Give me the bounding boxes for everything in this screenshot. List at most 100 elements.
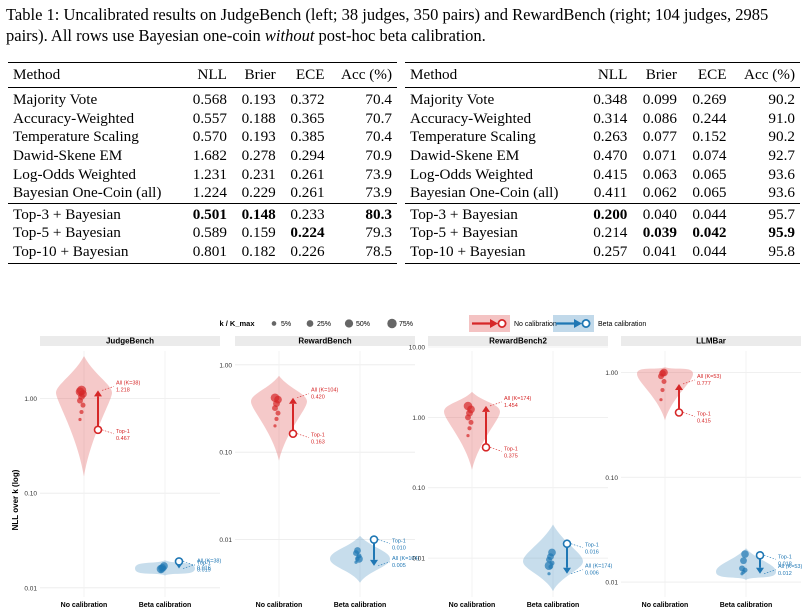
panel-title: LLMBar — [696, 337, 726, 346]
judge-point — [355, 555, 363, 563]
value-cell: 0.233 — [280, 202, 330, 225]
caption-emphasis: without — [264, 26, 315, 45]
table-row: Temperature Scaling 0.570 0.193 0.385 70.4 — [8, 128, 397, 147]
label-leader — [182, 561, 196, 566]
value-cell: 0.099 — [642, 91, 677, 109]
all-value: 0.016 — [197, 566, 211, 572]
value-cell: 0.589 — [192, 224, 227, 242]
top1-value: 0.467 — [116, 436, 130, 442]
beta-calibration-arrow-head — [370, 559, 378, 566]
method-cell: Top-5 + Bayesian — [410, 224, 518, 242]
panel-llmbar: LLMBar 1.00 0.10 0.01 No calibration Beta cal… — [605, 336, 802, 609]
value-cell: 90.2 — [768, 91, 795, 109]
top1-label: Top-1 — [697, 411, 711, 417]
judge-point — [80, 402, 86, 408]
value-cell: 0.231 — [241, 165, 276, 183]
value-cell: 95.8 — [731, 242, 800, 265]
value-cell: 0.557 — [192, 109, 227, 127]
method-cell: Top-10 + Bayesian — [405, 242, 583, 265]
column-header: ECE — [295, 66, 325, 83]
label-leader — [570, 569, 584, 574]
table-row: Dawid-Skene EM 1.682 0.278 0.294 70.9 — [8, 147, 397, 166]
column-header: ECE — [697, 66, 727, 83]
value-cell: 0.188 — [241, 109, 276, 127]
table-row: Accuracy-Weighted 0.557 0.188 0.365 70.7 — [8, 110, 397, 129]
all-value: 1.454 — [504, 403, 518, 409]
table-row: Majority Vote 0.348 0.099 0.269 90.2 — [405, 88, 800, 110]
table-row: Log-Odds Weighted 0.415 0.063 0.065 93.6 — [405, 165, 800, 184]
value-cell: 0.200 — [582, 202, 633, 225]
top1-value: 0.375 — [504, 453, 518, 459]
x-tick-label: Beta calibration — [139, 602, 192, 609]
label-leader — [101, 386, 115, 391]
x-tick-label: No calibration — [256, 602, 303, 609]
value-cell: 0.193 — [241, 91, 276, 109]
value-cell: 0.040 — [632, 202, 682, 225]
table-header-row: Method NLL Brier ECE Acc (%) — [8, 62, 397, 88]
y-tick-label: 0.01 — [219, 537, 232, 544]
violin-shape — [444, 391, 500, 470]
value-cell: 0.257 — [582, 242, 633, 265]
judge-point — [78, 417, 82, 422]
column-header: NLL — [197, 66, 227, 83]
all-value: 0.006 — [585, 571, 599, 577]
beta-calibration-top1-marker — [755, 550, 765, 560]
beta-calibration-top1-marker — [562, 539, 572, 549]
method-cell: Top-3 + Bayesian — [405, 202, 583, 225]
legend-size-dot — [271, 321, 277, 326]
x-tick-label: No calibration — [449, 602, 496, 609]
judge-point — [274, 416, 279, 422]
panel-title: RewardBench — [298, 337, 351, 346]
no-calibration-arrow-head — [94, 390, 102, 397]
top1-label: Top-1 — [197, 560, 211, 566]
value-cell: 0.801 — [183, 242, 232, 265]
value-cell: 73.9 — [365, 184, 392, 202]
value-cell: 0.244 — [692, 109, 727, 127]
value-cell: 92.7 — [768, 147, 795, 165]
label-leader — [763, 555, 777, 560]
column-header: Acc (%) — [743, 66, 795, 83]
value-cell: 0.063 — [642, 165, 677, 183]
panel-rewardbench: RewardBench 1.00 0.10 0.01 No calibration Bet… — [219, 336, 420, 609]
y-tick-label: 0.01 — [605, 580, 618, 587]
y-tick-label: 10.00 — [409, 345, 426, 352]
judge-point — [156, 564, 166, 574]
value-cell: 70.9 — [365, 147, 392, 165]
value-cell: 0.148 — [231, 202, 281, 225]
y-tick-label: 0.10 — [219, 450, 232, 457]
column-header: NLL — [597, 66, 628, 83]
judge-point — [275, 410, 281, 416]
judge-point — [659, 398, 663, 402]
column-header: Method — [13, 66, 61, 83]
no-calibration-arrow-head — [675, 383, 683, 390]
x-tick-label: No calibration — [61, 602, 108, 609]
legend-key-circle — [497, 318, 507, 328]
method-cell: Bayesian One-Coin (all) — [410, 184, 559, 202]
legend-size-label: 5% — [281, 321, 291, 328]
legend-size-label: 25% — [317, 321, 331, 328]
value-cell: 78.5 — [329, 242, 397, 265]
y-tick-label: 1.00 — [605, 370, 618, 377]
value-cell: 0.214 — [593, 224, 628, 242]
value-cell: 0.077 — [642, 128, 677, 146]
value-cell: 0.501 — [183, 202, 232, 225]
label-leader — [489, 447, 503, 452]
table-row: Top-5 + Bayesian 0.589 0.159 0.224 79.3 — [8, 224, 397, 243]
judge-point — [548, 548, 556, 557]
all-label: All (K=53) — [778, 564, 802, 570]
method-cell: Dawid-Skene EM — [410, 147, 520, 165]
x-tick-label: Beta calibration — [720, 602, 773, 609]
value-cell: 1.224 — [192, 184, 227, 202]
column-header: Brier — [645, 66, 677, 83]
value-cell: 0.074 — [692, 147, 727, 165]
all-label: All (K=38) — [116, 380, 140, 386]
panel-title: RewardBench2 — [489, 337, 547, 346]
value-cell: 70.4 — [365, 91, 392, 109]
no-calibration-arrow-head — [289, 397, 297, 404]
method-cell: Temperature Scaling — [410, 128, 536, 146]
label-leader — [763, 569, 777, 575]
value-cell: 0.261 — [290, 184, 325, 202]
judge-point — [661, 378, 667, 384]
value-cell: 1.682 — [192, 147, 227, 165]
value-cell: 0.044 — [681, 242, 732, 265]
